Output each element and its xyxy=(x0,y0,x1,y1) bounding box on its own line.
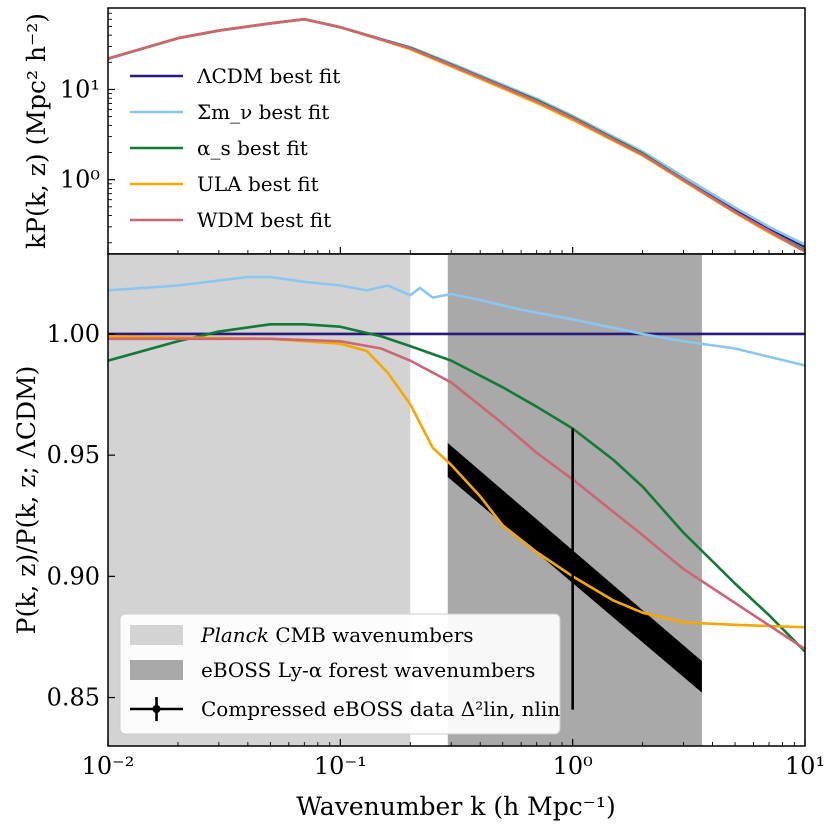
top-line-wdm-best-fit xyxy=(108,17,805,253)
errorbar-group xyxy=(568,428,577,710)
legend-label-planck: Planck CMB wavenumbers xyxy=(200,623,474,647)
xtick-label: 10⁻¹ xyxy=(314,752,367,780)
bottom-line-s-best-fit xyxy=(108,322,805,653)
bottom-series-group xyxy=(108,275,805,653)
xtick-label: 10⁻² xyxy=(82,752,135,780)
top-ylabel: kP(k, z) (Mpc² h⁻²) xyxy=(22,13,51,249)
top-legend-label-cdm-best-fit: ΛCDM best fit xyxy=(196,64,340,88)
legend-swatch-eboss xyxy=(130,660,183,680)
bottom-legend: Planck CMB wavenumbers eBOSS Ly-α forest … xyxy=(119,613,561,735)
top-legend-label-wdm-best-fit: WDM best fit xyxy=(197,208,331,232)
top-series-group xyxy=(108,17,805,253)
xtick-label: 10¹ xyxy=(785,752,825,780)
top-legend-label-ula-best-fit: ULA best fit xyxy=(197,172,319,196)
bottom-legend-box xyxy=(119,613,561,735)
legend-label-eboss: eBOSS Ly-α forest wavenumbers xyxy=(201,658,535,682)
top-legend: ΛCDM best fit Σm_ν best fit α_s best fit UL… xyxy=(130,64,340,232)
top-ytick-label: 10¹ xyxy=(60,75,100,103)
bottom-panel: 10⁻² 10⁻¹ 10⁰ 10¹ 0.85 0.90 0.95 1.00 Planck CM… xyxy=(12,253,826,821)
top-legend-label-m-best-fit: Σm_ν best fit xyxy=(197,100,329,124)
bottom-line-ula-best-fit xyxy=(108,335,805,629)
bottom-line-wdm-best-fit xyxy=(108,337,805,651)
errorbar-point xyxy=(568,565,577,574)
legend-swatch-errorbar-point xyxy=(152,705,161,713)
xlabel: Wavenumber k (h Mpc⁻¹) xyxy=(296,792,615,821)
legend-label-errorbar: Compressed eBOSS data Δ²lin, nlin xyxy=(201,697,560,721)
bottom-line-m-best-fit xyxy=(108,275,805,367)
bottom-ylabel: P(k, z)/P(k, z; ΛCDM) xyxy=(12,366,41,635)
ytick-label: 0.85 xyxy=(47,684,100,712)
bottom-ticks: 10⁻² 10⁻¹ 10⁰ 10¹ 0.85 0.90 0.95 1.00 xyxy=(47,320,826,780)
top-legend-label-s-best-fit: α_s best fit xyxy=(197,136,308,160)
top-panel: 10⁰ 10¹ ΛCDM best fit Σm_ν best fit α_s bes… xyxy=(22,7,806,255)
ytick-label: 0.90 xyxy=(47,562,100,590)
xtick-label: 10⁰ xyxy=(553,752,593,780)
ytick-label: 0.95 xyxy=(47,441,100,469)
top-ticks: 10⁰ 10¹ xyxy=(60,7,806,254)
ytick-label: 1.00 xyxy=(47,320,100,348)
bottom-axes-frame xyxy=(107,253,806,747)
legend-swatch-planck xyxy=(130,625,183,645)
top-ytick-label: 10⁰ xyxy=(60,166,100,194)
